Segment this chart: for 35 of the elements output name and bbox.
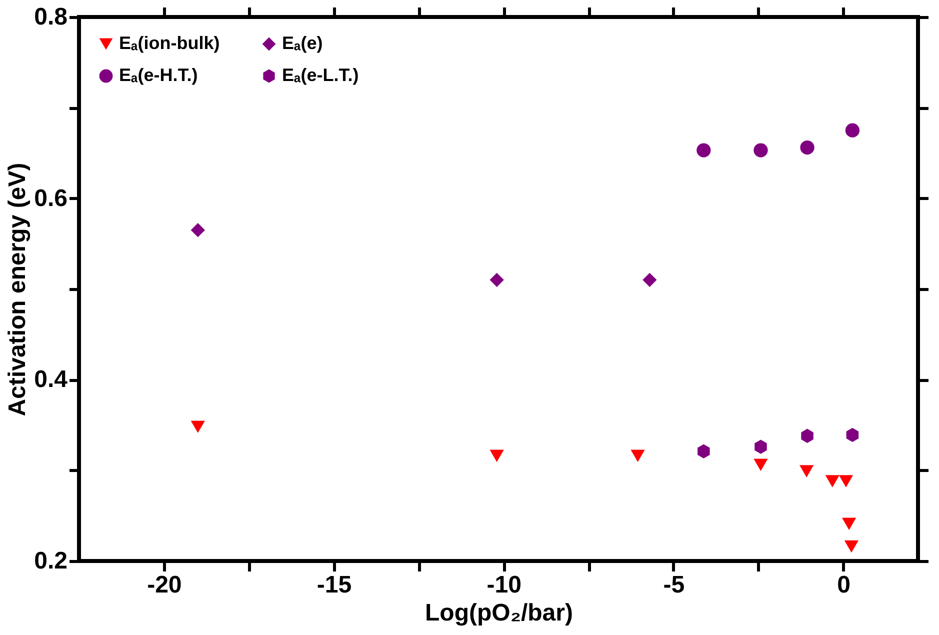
point [800,140,814,155]
point [842,518,856,530]
x-tick-label: -15 [316,572,352,598]
legend-label: Eₐ(e-H.T.) [119,65,198,85]
point [630,450,645,462]
y-tick-label: 0.6 [34,184,68,212]
point [490,450,504,462]
x-tick-label: -20 [147,572,182,598]
point [190,420,205,433]
y-tick-label: 0.8 [34,4,68,30]
legend-label: Eₐ(e) [282,33,323,53]
legend-label: Eₐ(e-L.T.) [282,65,359,85]
point [801,428,814,443]
x-axis-title: Log(pO₂/bar) [425,600,573,626]
point [190,222,205,238]
x-tick-label: -5 [663,572,685,598]
legend-label: Eₐ(ion-bulk) [119,33,220,53]
x-tick-label: 0 [837,572,850,598]
point [844,540,858,553]
y-axis-title: Activation energy (eV) [4,162,32,416]
point [490,272,504,288]
point [754,458,768,472]
point [698,444,710,458]
point [800,465,814,478]
point [696,143,711,158]
point [838,475,854,488]
point [845,123,860,138]
x-tick-label: -10 [486,572,522,598]
point [825,475,840,488]
point [754,143,768,158]
point [754,440,767,454]
y-tick-label: 0.2 [34,548,68,574]
point [846,428,859,442]
point [642,272,657,288]
y-tick-label: 0.4 [34,366,68,394]
